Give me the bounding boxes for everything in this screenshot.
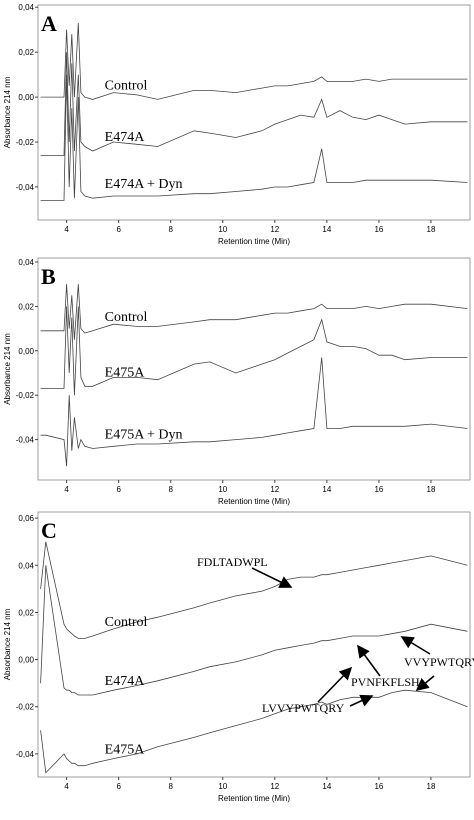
y-tick-label: -0,04 [16,750,35,759]
trace-label: E475A + Dyn [105,427,183,442]
x-tick-label: 14 [322,225,331,234]
x-axis-title: Retention time (Min) [218,497,290,506]
trace-label: E474A + Dyn [105,177,183,192]
plot-frame [37,511,471,778]
y-axis-title: Absorbance 214 nm [3,76,12,148]
panel-label: C [41,518,57,543]
arrow [415,675,435,692]
y-tick-label: -0,02 [16,391,35,400]
x-axis-title: Retention time (Min) [218,237,290,246]
trace-label: Control [105,310,148,325]
x-tick-label: 8 [168,782,173,791]
peptide-label: VVYPWTQRY [404,655,474,669]
trace [40,74,468,201]
x-tick-label: 18 [427,782,436,791]
arrow [251,567,293,588]
peptide-label: LVVYPWTQRY [262,701,345,715]
trace [40,357,468,467]
x-tick-label: 18 [427,485,436,494]
trace [40,689,468,774]
y-tick-label: 0,00 [18,656,34,665]
plot-frame [37,257,471,481]
y-tick-label: 0,02 [18,302,34,311]
y-tick-label: -0,04 [16,183,35,192]
y-tick-label: 0,04 [18,258,34,267]
arrow [317,666,353,703]
x-tick-label: 12 [270,225,279,234]
x-tick-label: 10 [218,225,227,234]
arrow [349,694,374,707]
y-tick-label: 0,06 [18,514,34,523]
x-tick-label: 8 [168,485,173,494]
trace [40,306,468,396]
y-tick-label: -0,02 [16,703,35,712]
arrow [400,636,431,655]
y-tick-label: 0,00 [18,93,34,102]
trace-label: Control [105,615,148,630]
x-tick-label: 6 [116,485,121,494]
x-tick-label: 16 [374,225,383,234]
x-tick-label: 4 [64,225,69,234]
y-tick-label: -0,04 [16,436,35,445]
x-tick-label: 14 [322,782,331,791]
trace [40,52,468,156]
trace-label: E474A [105,130,146,145]
panel-label: B [41,264,56,289]
x-tick-label: 4 [64,485,69,494]
peptide-label: FDLTADWPL [197,555,268,569]
plot-frame [37,4,471,221]
peptide-label: PVNFKFLSH [351,675,420,689]
x-tick-label: 10 [218,485,227,494]
trace-label: Control [105,78,148,93]
y-axis-title: Absorbance 214 nm [3,608,12,680]
y-tick-label: -0,02 [16,138,35,147]
arrow [357,644,381,677]
y-tick-label: 0,02 [18,608,34,617]
trace [40,22,468,100]
x-tick-label: 14 [322,485,331,494]
x-tick-label: 12 [270,782,279,791]
x-tick-label: 4 [64,782,69,791]
panel-label: A [41,11,57,36]
x-tick-label: 6 [116,225,121,234]
trace-label: E475A [105,365,146,380]
y-axis-title: Absorbance 214 nm [3,333,12,405]
trace [40,284,468,340]
x-tick-label: 12 [270,485,279,494]
x-tick-label: 18 [427,225,436,234]
y-tick-label: 0,04 [18,3,34,12]
x-axis-title: Retention time (Min) [218,794,290,803]
x-tick-label: 16 [374,485,383,494]
y-tick-label: 0,02 [18,48,34,57]
trace [40,541,468,639]
x-tick-label: 10 [218,782,227,791]
trace-label: E475A [105,742,146,757]
trace [40,565,468,696]
x-tick-label: 6 [116,782,121,791]
y-tick-label: 0,04 [18,561,34,570]
y-tick-label: 0,00 [18,347,34,356]
x-tick-label: 16 [374,782,383,791]
trace-label: E474A [105,674,146,689]
x-tick-label: 8 [168,225,173,234]
